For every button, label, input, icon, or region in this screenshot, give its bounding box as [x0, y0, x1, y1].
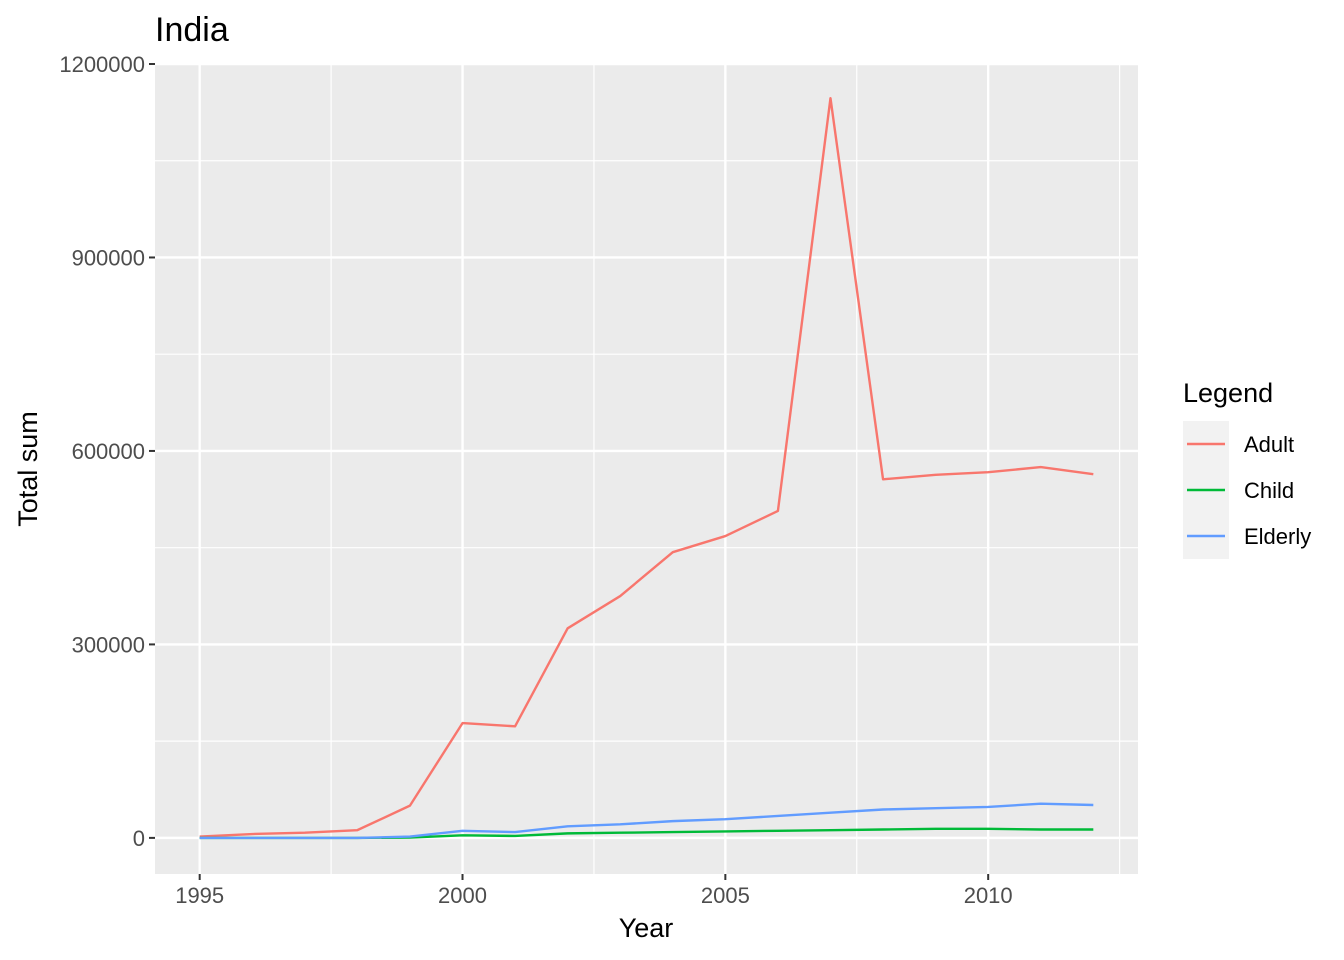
x-tick-label: 2005 [701, 883, 750, 908]
x-tick-label: 1995 [175, 883, 224, 908]
legend-label: Elderly [1244, 524, 1311, 549]
y-axis: 0 300000 600000 900000 1200000 [59, 52, 155, 851]
x-axis: 1995 2000 2005 2010 [175, 874, 1013, 908]
y-tick-label: 600000 [72, 439, 145, 464]
chart-title: India [155, 11, 229, 49]
x-tick-label: 2000 [438, 883, 487, 908]
legend-item-elderly: Elderly [1183, 513, 1311, 559]
y-tick-label: 0 [133, 826, 145, 851]
series-lines [199, 96, 1094, 840]
x-axis-title: Year [619, 913, 674, 943]
plot-panel [155, 64, 1138, 874]
x-tick-label: 2010 [964, 883, 1013, 908]
minor-gridlines [155, 64, 1138, 874]
y-tick-label: 900000 [72, 245, 145, 270]
legend-item-child: Child [1183, 467, 1294, 513]
major-gridlines [155, 62, 1138, 874]
y-axis-title: Total sum [13, 411, 43, 527]
legend-title: Legend [1183, 378, 1273, 408]
legend-label: Child [1244, 478, 1294, 503]
series-line-adult [199, 96, 1094, 838]
y-tick-label: 1200000 [59, 52, 145, 77]
legend-item-adult: Adult [1183, 421, 1294, 467]
series-line-elderly [199, 802, 1094, 840]
legend: Legend Adult Child Elderly [1183, 378, 1311, 559]
y-tick-label: 300000 [72, 632, 145, 657]
legend-label: Adult [1244, 432, 1294, 457]
